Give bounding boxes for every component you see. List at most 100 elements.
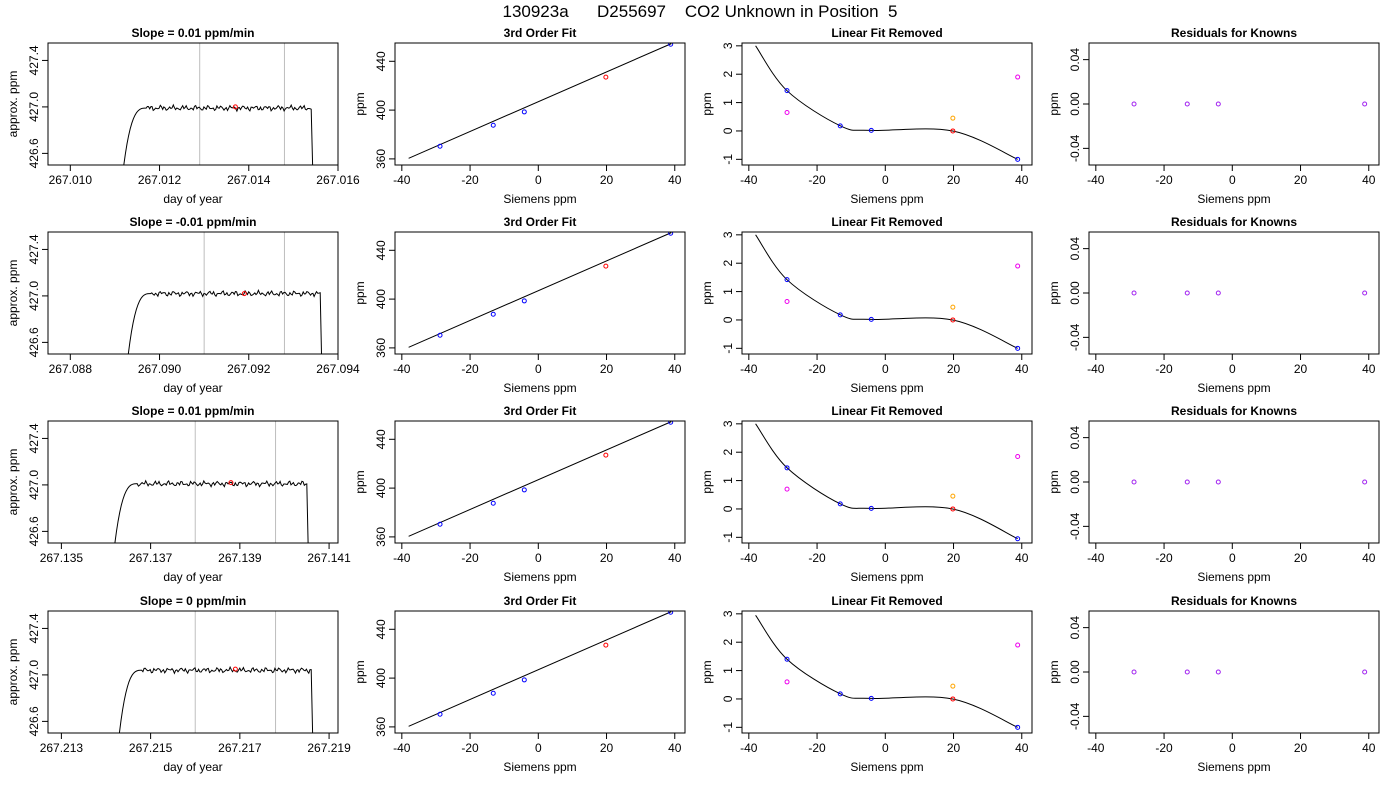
plot-area bbox=[127, 232, 322, 354]
x-tick-label: 20 bbox=[600, 362, 614, 376]
x-axis-label: Siemens ppm bbox=[1197, 192, 1270, 206]
known-standard-point bbox=[490, 500, 496, 506]
chart-panel-1-2: 3rd Order Fit -40 -20 0 20 40 360 400 440 Siemens… bbox=[353, 26, 686, 206]
chart-title: 3rd Order Fit bbox=[504, 404, 577, 418]
x-tick-label: -20 bbox=[461, 362, 479, 376]
y-tick-label: 0.04 bbox=[1068, 616, 1082, 640]
residual-point bbox=[1362, 669, 1368, 675]
cubic-fit-curve bbox=[755, 45, 1018, 160]
y-tick-label: 3 bbox=[721, 231, 735, 238]
x-tick-label: -40 bbox=[740, 551, 758, 565]
known-standard-point bbox=[437, 521, 443, 527]
y-tick-label: 0.00 bbox=[1068, 660, 1082, 684]
known-standard-point bbox=[668, 421, 674, 425]
chart-panel-4-1: Slope = 0 ppm/min 267.213 267.215 267.217 26… bbox=[6, 594, 351, 774]
x-tick-label: -40 bbox=[740, 362, 758, 376]
chart-title: Slope = 0.01 ppm/min bbox=[131, 404, 254, 418]
x-tick-label: 20 bbox=[1294, 551, 1308, 565]
known-standard-point bbox=[668, 611, 674, 615]
x-tick-label: 0 bbox=[882, 741, 889, 755]
plot-area bbox=[1131, 101, 1368, 107]
plot-frame bbox=[394, 42, 686, 166]
x-axis-label: Siemens ppm bbox=[503, 192, 576, 206]
y-tick-label: -0.04 bbox=[1068, 702, 1082, 730]
x-tick-label: 0 bbox=[535, 173, 542, 187]
plot-frame bbox=[741, 610, 1033, 734]
x-tick-label: 20 bbox=[947, 551, 961, 565]
y-tick-label: 0 bbox=[721, 505, 735, 512]
x-axis-label: Siemens ppm bbox=[850, 760, 923, 774]
y-tick-label: -1 bbox=[721, 722, 735, 733]
x-tick-label: 267.213 bbox=[40, 741, 84, 755]
x-tick-label: 0 bbox=[882, 173, 889, 187]
cubic-fit-curve bbox=[755, 615, 1018, 728]
y-tick-label: 0.04 bbox=[1068, 426, 1082, 450]
y-axis-label: approx. ppm bbox=[6, 71, 20, 138]
y-tick-label: 0.00 bbox=[1068, 92, 1082, 116]
x-tick-label: 40 bbox=[1362, 362, 1376, 376]
unknown-sample-point bbox=[950, 317, 956, 323]
plot-frame bbox=[1088, 610, 1380, 734]
x-tick-label: -20 bbox=[808, 741, 826, 755]
chart-title: Linear Fit Removed bbox=[831, 404, 942, 418]
x-axis-label: Siemens ppm bbox=[503, 381, 576, 395]
fit-line bbox=[408, 232, 672, 348]
chart-panel-1-3: Linear Fit Removed -40 -20 0 20 40 -1 0 1 2 3 Sieme… bbox=[700, 26, 1033, 206]
x-tick-label: -40 bbox=[740, 173, 758, 187]
known-standard-point bbox=[1015, 156, 1021, 162]
y-tick-label: -0.04 bbox=[1068, 512, 1082, 540]
y-tick-label: 2 bbox=[721, 260, 735, 267]
chart-title: Linear Fit Removed bbox=[831, 26, 942, 40]
known-standard-point bbox=[784, 465, 790, 471]
y-axis-label: ppm bbox=[700, 660, 714, 683]
chart-title: Linear Fit Removed bbox=[831, 594, 942, 608]
plot-area bbox=[114, 421, 309, 543]
chart-title: Linear Fit Removed bbox=[831, 215, 942, 229]
x-tick-label: 267.094 bbox=[316, 362, 360, 376]
residual-point bbox=[1362, 290, 1368, 296]
y-tick-label: 360 bbox=[374, 717, 388, 737]
fit-line bbox=[408, 611, 672, 727]
known-standard-point bbox=[490, 122, 496, 128]
raw-point-magenta bbox=[784, 299, 790, 305]
known-standard-point bbox=[668, 43, 674, 47]
residual-point bbox=[1184, 101, 1190, 107]
unknown-mean-point bbox=[232, 666, 238, 672]
y-tick-label: 427.0 bbox=[27, 281, 41, 311]
plot-frame bbox=[394, 420, 686, 544]
known-standard-point bbox=[437, 143, 443, 149]
unknown-sample-point bbox=[950, 506, 956, 512]
x-tick-label: -40 bbox=[1087, 362, 1105, 376]
x-tick-label: 20 bbox=[1294, 741, 1308, 755]
chart-panel-3-4: Residuals for Knowns -40 -20 0 20 40 -0.04 0.00… bbox=[1047, 404, 1380, 584]
y-axis-label: ppm bbox=[1047, 470, 1061, 493]
chart-panel-3-2: 3rd Order Fit -40 -20 0 20 40 360 400 440 Siemens… bbox=[353, 404, 686, 584]
y-axis-label: ppm bbox=[700, 92, 714, 115]
x-axis-label: Siemens ppm bbox=[503, 570, 576, 584]
y-tick-label: 2 bbox=[721, 639, 735, 646]
x-tick-label: 0 bbox=[1229, 551, 1236, 565]
y-tick-label: 0.04 bbox=[1068, 48, 1082, 72]
known-standard-point bbox=[437, 711, 443, 717]
y-tick-label: 426.6 bbox=[27, 706, 41, 736]
y-tick-label: 426.6 bbox=[27, 516, 41, 546]
x-tick-label: 40 bbox=[1362, 173, 1376, 187]
x-tick-label: -20 bbox=[1155, 741, 1173, 755]
x-tick-label: 20 bbox=[600, 551, 614, 565]
y-axis-label: ppm bbox=[353, 660, 367, 683]
x-tick-label: -40 bbox=[393, 551, 411, 565]
y-tick-label: 427.4 bbox=[27, 45, 41, 75]
cubic-fit-curve bbox=[755, 423, 1018, 540]
x-tick-label: -40 bbox=[1087, 173, 1105, 187]
y-tick-label: 440 bbox=[374, 619, 388, 639]
residual-point bbox=[1215, 290, 1221, 296]
y-tick-label: 0 bbox=[721, 127, 735, 134]
y-axis-label: approx. ppm bbox=[6, 639, 20, 706]
x-tick-label: -40 bbox=[393, 173, 411, 187]
unknown-sample-point bbox=[950, 128, 956, 134]
x-tick-label: 20 bbox=[1294, 173, 1308, 187]
x-tick-label: -20 bbox=[808, 551, 826, 565]
chart-panel-2-1: Slope = -0.01 ppm/min 267.088 267.090 267.0… bbox=[6, 215, 360, 395]
y-axis-label: ppm bbox=[353, 470, 367, 493]
